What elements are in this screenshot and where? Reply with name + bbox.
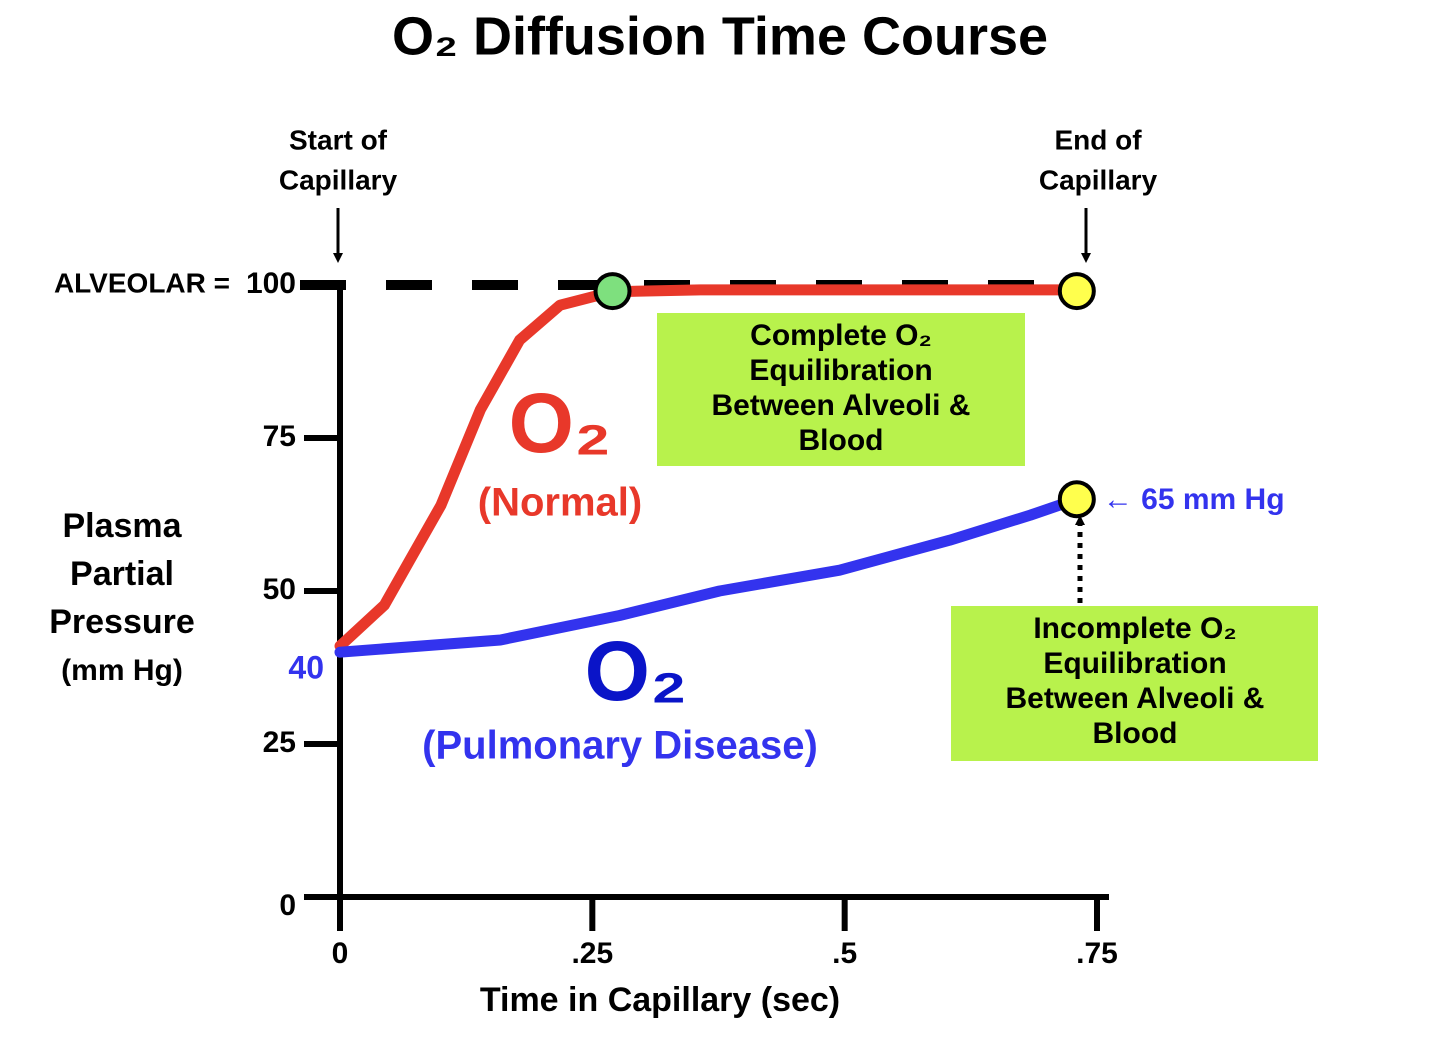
series-name: O₂ <box>509 376 612 470</box>
y-tick-label: 50 <box>263 573 296 606</box>
annotation-text: Complete O₂ <box>750 319 932 352</box>
series-line <box>334 493 1083 658</box>
y-axis-label: Partial <box>70 555 174 593</box>
x-tick-label: .5 <box>832 937 857 970</box>
reference-label: ALVEOLAR = <box>54 267 230 298</box>
y-tick-label: 100 <box>246 267 296 300</box>
annotation-text: Between Alveoli & <box>712 389 971 422</box>
x-axis-label: Time in Capillary (sec) <box>480 981 840 1019</box>
x-tick-label: .25 <box>571 937 613 970</box>
annotation-text: Start of <box>289 124 388 155</box>
annotation-text: Capillary <box>1039 164 1158 195</box>
annotation-text: Equilibration <box>749 354 932 387</box>
series-sublabel: (Normal) <box>478 481 642 525</box>
annotation-text: Equilibration <box>1043 647 1226 680</box>
point <box>1057 272 1096 311</box>
x-tick-label: .75 <box>1076 937 1118 970</box>
point <box>1057 480 1096 519</box>
annotation-text: Blood <box>799 424 884 457</box>
y-axis-label: (mm Hg) <box>61 654 183 687</box>
x-tick-label: 0 <box>332 937 349 970</box>
annotation-box <box>657 313 1025 466</box>
series-line <box>334 284 1083 652</box>
annotation-text: End of <box>1054 124 1142 155</box>
chart-title: O₂ Diffusion Time Course <box>392 6 1048 66</box>
y-tick-label: 75 <box>263 420 296 453</box>
point <box>593 272 632 311</box>
y-axis-label: Plasma <box>62 507 182 545</box>
series-name: O₂ <box>585 624 688 718</box>
y-tick-label: 0 <box>279 889 296 922</box>
annotation-text: Incomplete O₂ <box>1033 612 1236 645</box>
y-tick-label: 25 <box>263 726 296 759</box>
annotation-text: Capillary <box>279 164 398 195</box>
annotation-box <box>951 606 1318 761</box>
y-axis-label: Pressure <box>49 603 195 641</box>
value-label: ← 65 mm Hg <box>1103 483 1285 516</box>
series-sublabel: (Pulmonary Disease) <box>422 724 818 768</box>
annotation-text: Blood <box>1093 717 1178 750</box>
value-label: 40 <box>288 650 324 686</box>
annotation-text: Between Alveoli & <box>1006 682 1265 715</box>
